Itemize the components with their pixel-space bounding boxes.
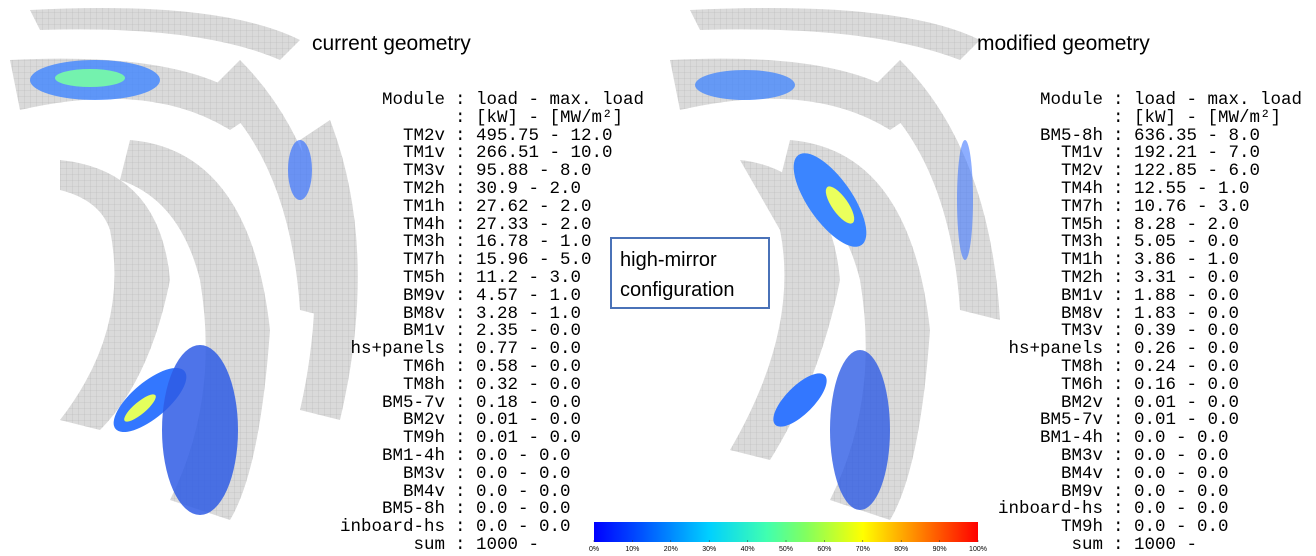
left-table: Module: load - max. load: [kW] - [MW/m²]… [337,92,644,555]
module-name [337,110,455,128]
module-entry: : 4.57 - 1.0 [455,288,581,306]
module-entry: : 0.0 - 0.0 [1113,466,1229,484]
config-line: configuration [620,275,768,305]
sum-row: sum: 1000 - [995,537,1302,555]
module-name: TM1h [337,199,455,217]
module-name: Module [995,92,1113,110]
colorbar-tick-label: 20% [664,546,678,553]
module-name: BM4v [995,466,1113,484]
module-name: TM8h [337,377,455,395]
module-name: BM9v [337,288,455,306]
colorbar-tick-label: 30% [702,546,716,553]
table-row: TM7h: 10.76 - 3.0 [995,199,1302,217]
table-row: BM9v: 4.57 - 1.0 [337,288,644,306]
right-title: modified geometry [977,32,1150,56]
module-entry: : 10.76 - 3.0 [1113,199,1250,217]
config-box: high-mirror configuration [610,237,770,309]
module-entry: : [kW] - [MW/m²] [455,110,623,128]
left-title: current geometry [312,32,471,56]
module-name: Module [337,92,455,110]
module-name: BM1v [995,288,1113,306]
module-entry: : 1000 - [455,537,539,555]
units-row: : [kW] - [MW/m²] [337,110,644,128]
module-entry: : 0.0 - 0.0 [455,466,571,484]
module-name: sum [337,537,455,555]
colorbar-tick-label: 40% [741,546,755,553]
figure: 0%10%20%30%40%50%60%70%80%90%100% curren… [0,0,1316,556]
colorbar-tick-label: 100% [969,546,987,553]
colorbar: 0%10%20%30%40%50%60%70%80%90%100% [589,522,987,553]
colorbar-tick-label: 90% [933,546,947,553]
module-entry: : 1000 - [1113,537,1197,555]
colorbar-tick-label: 50% [779,546,793,553]
table-row: BM4v: 0.0 - 0.0 [995,466,1302,484]
table-row: TM1h: 27.62 - 2.0 [337,199,644,217]
module-name: BM3v [337,466,455,484]
left-rendering [10,8,358,520]
module-entry: : 0.32 - 0.0 [455,377,581,395]
colorbar-tick-label: 60% [817,546,831,553]
colorbar-gradient [594,522,978,542]
table-row: BM1v: 1.88 - 0.0 [995,288,1302,306]
table-row: BM3v: 0.0 - 0.0 [337,466,644,484]
right-table: Module: load - max. load: [kW] - [MW/m²]… [995,92,1302,555]
module-entry: : [kW] - [MW/m²] [1113,110,1281,128]
module-name: sum [995,537,1113,555]
colorbar-tick-label: 70% [856,546,870,553]
module-name [995,110,1113,128]
colorbar-tick-label: 80% [894,546,908,553]
table-row: TM6h: 0.16 - 0.0 [995,377,1302,395]
module-name: TM7h [995,199,1113,217]
module-entry: : 1.88 - 0.0 [1113,288,1239,306]
module-entry: : 27.62 - 2.0 [455,199,592,217]
config-line: high-mirror [620,245,768,275]
units-row: : [kW] - [MW/m²] [995,110,1302,128]
module-name: TM6h [995,377,1113,395]
table-row: TM8h: 0.32 - 0.0 [337,377,644,395]
module-entry: : 0.16 - 0.0 [1113,377,1239,395]
sum-row: sum: 1000 - [337,537,644,555]
